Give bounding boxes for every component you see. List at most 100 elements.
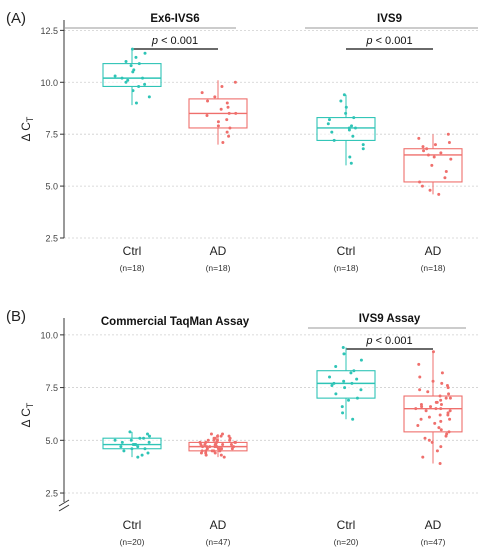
data-point [426, 390, 430, 394]
data-point [342, 379, 346, 383]
data-point [200, 449, 204, 453]
data-point [200, 91, 204, 95]
data-point [427, 415, 431, 419]
data-point [327, 118, 331, 122]
group-title: IVS9 [377, 13, 402, 25]
data-point [417, 362, 421, 366]
data-point [225, 118, 229, 122]
data-point [425, 147, 429, 151]
significance-p: p [365, 35, 372, 47]
data-point [216, 120, 220, 124]
axis-break-mark [58, 504, 70, 512]
significance-p: p [151, 35, 158, 47]
data-point [147, 434, 151, 438]
data-point [131, 443, 135, 447]
data-point [437, 426, 441, 430]
data-point [439, 419, 443, 423]
y-axis-label-main: Δ C [19, 122, 33, 142]
sample-size-label: (n=18) [334, 263, 359, 273]
data-point [445, 432, 449, 436]
data-point [359, 358, 363, 362]
data-point [142, 436, 146, 440]
data-point [136, 445, 140, 449]
data-point [423, 436, 427, 440]
data-point [216, 124, 220, 128]
data-point [348, 155, 352, 159]
data-point [416, 424, 420, 428]
data-point [439, 407, 443, 411]
data-point [342, 93, 346, 97]
data-point [216, 438, 220, 442]
data-point [143, 447, 147, 451]
data-point [131, 89, 135, 93]
significance-label: p < 0.001 [151, 35, 198, 47]
data-point [129, 438, 133, 442]
data-point [234, 111, 238, 115]
data-point [216, 434, 220, 438]
data-point [143, 82, 147, 86]
category-label: AD [425, 244, 442, 258]
data-point [443, 176, 447, 180]
data-point [147, 440, 151, 444]
data-point [439, 151, 443, 155]
data-point [134, 101, 138, 105]
data-point [201, 445, 205, 449]
data-point [204, 440, 208, 444]
data-point [128, 430, 132, 434]
data-point [341, 346, 345, 350]
data-point [145, 432, 149, 436]
category-label: Ctrl [337, 518, 356, 532]
data-point [213, 95, 217, 99]
data-point [143, 51, 147, 55]
data-point [339, 99, 343, 103]
sample-size-label: (n=18) [206, 263, 231, 273]
y-axis-label-main: Δ C [19, 408, 33, 428]
data-point [225, 130, 229, 134]
data-point [212, 449, 216, 453]
data-point [349, 371, 353, 375]
data-point [233, 80, 237, 84]
data-point [227, 134, 231, 138]
data-point [343, 386, 347, 390]
data-point [228, 126, 232, 130]
data-point [204, 449, 208, 453]
data-point [448, 417, 452, 421]
data-point [129, 64, 133, 68]
data-point [422, 149, 426, 153]
data-point [341, 411, 345, 415]
category-label: AD [210, 518, 227, 532]
panel-label: (A) [6, 10, 26, 27]
sample-size-label: (n=47) [206, 537, 231, 547]
data-point [124, 80, 128, 84]
data-point [449, 157, 453, 161]
data-point [332, 138, 336, 142]
data-point [332, 381, 336, 385]
data-point [439, 445, 443, 449]
data-point [229, 443, 233, 447]
data-point [220, 84, 224, 88]
data-point [350, 124, 354, 128]
category-label: Ctrl [123, 244, 142, 258]
data-point [230, 447, 234, 451]
data-point [349, 161, 353, 165]
sample-size-label: (n=20) [120, 537, 145, 547]
data-point [355, 396, 359, 400]
data-point [137, 62, 141, 66]
y-tick-label: 10.0 [40, 330, 58, 340]
data-point [438, 413, 442, 417]
data-point [130, 447, 134, 451]
significance-value: < 0.001 [373, 335, 413, 347]
data-point [205, 114, 209, 118]
data-point [445, 383, 449, 387]
data-point [430, 163, 434, 167]
data-point [120, 440, 124, 444]
data-point [137, 84, 141, 88]
y-tick-label: 12.5 [40, 26, 58, 36]
data-point [340, 405, 344, 409]
data-point [437, 192, 441, 196]
data-point [438, 462, 442, 465]
data-point [221, 443, 225, 447]
data-point [326, 122, 330, 126]
data-point [448, 409, 452, 413]
